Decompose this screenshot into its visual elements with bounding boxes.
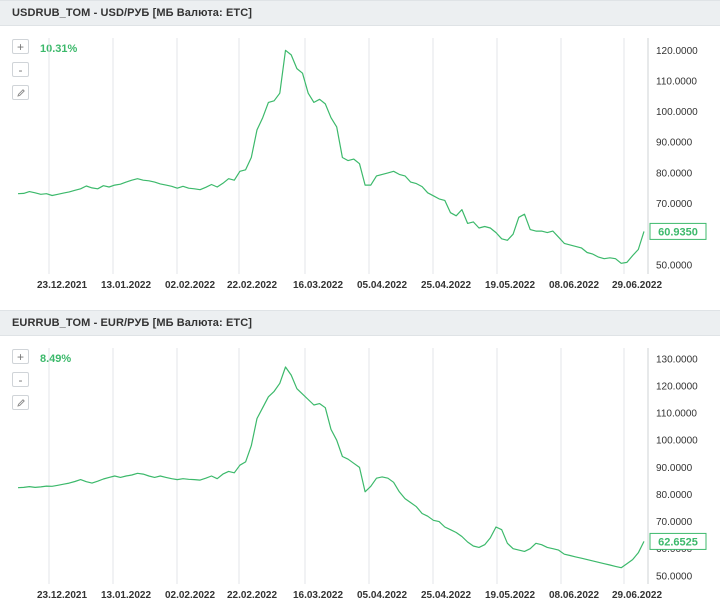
series-line (17, 49, 645, 264)
last-value-label: 62.6525 (649, 532, 707, 550)
x-tick-label: 05.04.2022 (357, 280, 407, 291)
plus-icon: + (16, 40, 24, 54)
y-tick-label: 100.0000 (656, 107, 698, 118)
pencil-icon (16, 399, 25, 407)
minus-icon: - (18, 63, 23, 77)
x-tick-label: 08.06.2022 (549, 590, 599, 601)
y-tick-label: 50.0000 (656, 260, 693, 271)
x-tick-label: 02.02.2022 (165, 590, 215, 601)
last-value-box (649, 532, 707, 550)
x-tick-label: 02.02.2022 (165, 280, 215, 291)
x-tick-label: 13.01.2022 (101, 590, 151, 601)
chart-panel-usdrub: USDRUB_TOM - USD/РУБ [МБ Валюта: ETC] + … (0, 0, 720, 306)
y-tick-label: 130.0000 (656, 354, 698, 365)
last-value-box (649, 222, 707, 240)
panel-title: EURRUB_TOM - EUR/РУБ [МБ Валюта: ETC] (12, 317, 253, 329)
last-value-label: 60.9350 (649, 222, 707, 240)
y-tick-label: 120.0000 (656, 381, 698, 392)
x-tick-label: 23.12.2021 (37, 590, 87, 601)
series-line (17, 366, 645, 569)
zoom-out-button[interactable]: - (12, 62, 29, 77)
x-tick-label: 22.02.2022 (227, 590, 277, 601)
minus-icon: - (18, 373, 23, 387)
x-tick-label: 16.03.2022 (293, 280, 343, 291)
y-tick-label: 110.0000 (656, 76, 697, 87)
zoom-in-button[interactable]: + (12, 39, 29, 54)
x-tick-label: 29.06.2022 (612, 590, 662, 601)
x-tick-label: 19.05.2022 (485, 280, 535, 291)
y-tick-label: 80.0000 (656, 490, 693, 501)
y-tick-label: 90.0000 (656, 138, 693, 149)
chart-panel-eurrub: EURRUB_TOM - EUR/РУБ [МБ Валюта: ETC] + … (0, 310, 720, 616)
x-tick-label: 29.06.2022 (612, 280, 662, 291)
y-tick-label: 70.0000 (656, 199, 693, 210)
x-tick-label: 05.04.2022 (357, 590, 407, 601)
y-tick-label: 110.0000 (656, 409, 697, 420)
y-tick-label: 70.0000 (656, 517, 693, 528)
change-percent: 8.49% (40, 353, 72, 365)
plus-icon: + (16, 350, 24, 364)
x-tick-label: 08.06.2022 (549, 280, 599, 291)
pencil-icon (16, 89, 25, 97)
y-tick-label: 120.0000 (656, 46, 698, 57)
x-tick-label: 19.05.2022 (485, 590, 535, 601)
x-tick-label: 16.03.2022 (293, 590, 343, 601)
y-tick-label: 50.0000 (656, 571, 693, 582)
y-tick-label: 90.0000 (656, 463, 693, 474)
zoom-in-button[interactable]: + (12, 349, 29, 364)
y-tick-label: 100.0000 (656, 436, 698, 447)
x-tick-label: 25.04.2022 (421, 590, 471, 601)
zoom-out-button[interactable]: - (12, 372, 29, 387)
x-tick-label: 23.12.2021 (37, 280, 87, 291)
last-value-text: 62.6525 (658, 536, 698, 548)
edit-button[interactable] (12, 395, 29, 410)
y-tick-label: 80.0000 (656, 168, 693, 179)
panel-header: EURRUB_TOM - EUR/РУБ [МБ Валюта: ETC] (0, 310, 720, 336)
last-value-text: 60.9350 (658, 226, 698, 238)
panel-title: USDRUB_TOM - USD/РУБ [МБ Валюта: ETC] (12, 7, 253, 19)
edit-button[interactable] (12, 85, 29, 100)
line-chart: 23.12.2021 13.01.2022 02.02.2022 22.02.2022… (17, 38, 707, 291)
x-tick-label: 22.02.2022 (227, 280, 277, 291)
x-tick-label: 25.04.2022 (421, 280, 471, 291)
panel-header: USDRUB_TOM - USD/РУБ [МБ Валюта: ETC] (0, 0, 720, 26)
x-tick-label: 13.01.2022 (101, 280, 151, 291)
line-chart: 23.12.2021 13.01.2022 02.02.2022 22.02.2022… (17, 348, 707, 601)
